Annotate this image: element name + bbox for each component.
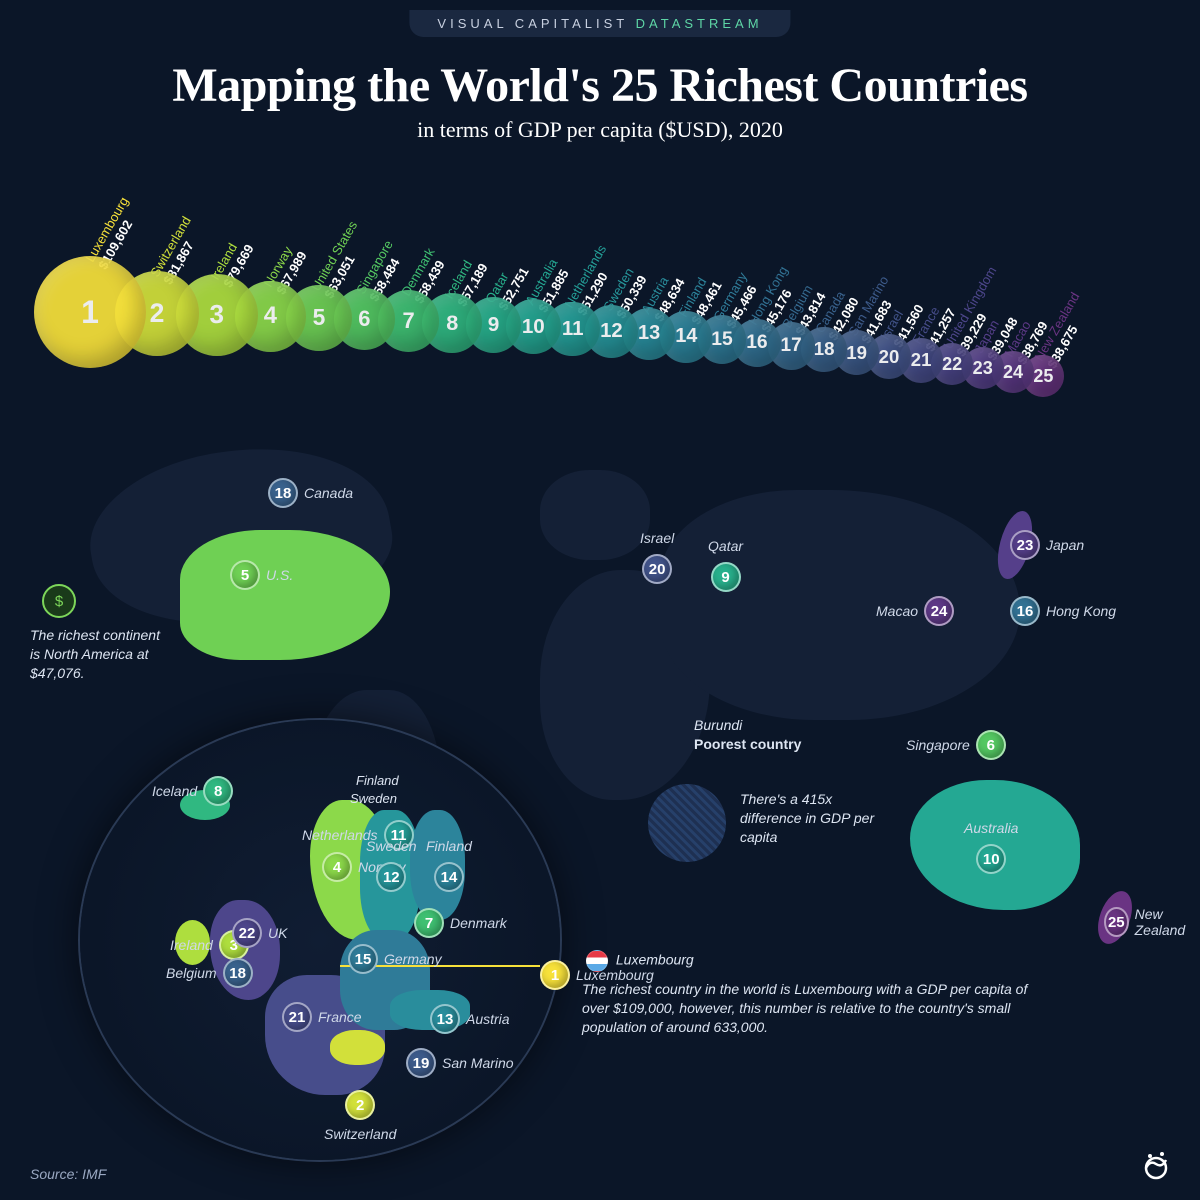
map-badge-name: U.S. [266,567,293,583]
map-badge: 1 Luxembourg [540,960,654,990]
map-badge-rank: 4 [322,852,352,882]
map-badge-rank: 6 [976,730,1006,760]
burundi-sub: Poorest country [694,736,801,752]
map-badge-rank: 14 [434,862,464,892]
map-badge-rank: 20 [642,554,672,584]
map-badge: 18 Canada [268,478,353,508]
map-badge-name: Denmark [450,915,507,931]
map-badge-rank: 2 [345,1090,375,1120]
map-badge-rank: 9 [711,562,741,592]
map-badge-rank: 24 [924,596,954,626]
inset-switz [330,1030,385,1065]
map-badge: 9 Qatar [708,538,743,592]
brand-pill: VISUAL CAPITALIST DATASTREAM [409,10,790,37]
map-badge-rank: 19 [406,1048,436,1078]
burundi-circle [648,784,726,862]
map-badge: 10 Australia [964,820,1018,874]
label-sweden: Sweden [350,790,397,808]
map-badge-name: Israel [640,530,674,546]
map-badge-rank: 10 [976,844,1006,874]
map-badge-rank: 13 [430,1004,460,1034]
map-badge-name: Macao [876,603,918,619]
map-badge-name: Finland [426,838,472,854]
map-badge: 16 Hong Kong [1010,596,1116,626]
map-badge: 14 Finland [426,838,472,892]
map-badge-rank: 25 [1104,907,1129,937]
landmass-as [660,490,1020,720]
map-badge-rank: 18 [268,478,298,508]
title-block: Mapping the World's 25 Richest Countries… [0,58,1200,143]
map-badge: Macao 24 [876,596,954,626]
map-badge-name: San Marino [442,1055,514,1071]
source-text: Source: IMF [30,1166,106,1182]
brand-b: DATASTREAM [636,16,763,31]
map-badge: 23 Japan [1010,530,1084,560]
map-badge-rank: 5 [230,560,260,590]
map-badge-name: New Zealand [1135,906,1200,938]
landmass-eu [540,470,650,560]
map-badge: 7 Denmark [414,908,507,938]
map-badge-name: Ireland [170,937,213,953]
map-badge-name: Luxembourg [576,967,654,983]
map-badge: 13 Austria [430,1004,510,1034]
main-title: Mapping the World's 25 Richest Countries [0,58,1200,113]
money-icon: $ [42,584,76,618]
map-badge-name: Japan [1046,537,1084,553]
map-badge: 25New Zealand [1104,906,1200,938]
map-badge: Singapore 6 [906,730,1006,760]
map-badge-name: Canada [304,485,353,501]
rank-bubble: 1 [34,256,146,368]
map-badge-rank: 12 [376,862,406,892]
map-badge: Iceland 8 [152,776,233,806]
map-badge: 22 UK [232,918,287,948]
map-badge-name: France [318,1009,362,1025]
map-badge-name: Austria [466,1011,510,1027]
map-badge-rank: 23 [1010,530,1040,560]
map-badge-rank: 8 [203,776,233,806]
map-badge: 15 Germany [348,944,442,974]
brand-a: VISUAL CAPITALIST [437,16,628,31]
map-badge: 21 France [282,1002,362,1032]
map-badge: 20 Israel [640,530,674,584]
map-badge-rank: 7 [414,908,444,938]
map-badge-name: UK [268,925,287,941]
vc-logo-icon [1138,1146,1174,1182]
map-badge-name: Singapore [906,737,970,753]
map-badge-rank: 15 [348,944,378,974]
map-badge: 12 Sweden [366,838,417,892]
subtitle: in terms of GDP per capita ($USD), 2020 [0,117,1200,143]
map-badge-rank: 1 [540,960,570,990]
landmass-us [180,530,390,660]
burundi-name: Burundi [694,717,742,733]
map-badge: 5 U.S. [230,560,293,590]
callout-north-america: The richest continent is North America a… [30,626,160,683]
map-badge-name: Belgium [166,965,217,981]
map-badge-rank: 22 [232,918,262,948]
map-badge-rank: 21 [282,1002,312,1032]
map-badge-rank: 16 [1010,596,1040,626]
map-badge: 19 San Marino [406,1048,514,1078]
map-badge-name: Australia [964,820,1018,836]
callout-difference: There's a 415x difference in GDP per cap… [740,790,890,847]
map-badge-name: Iceland [152,783,197,799]
label-finland: Finland [356,772,399,790]
ranking-bubble-row: 1Luxembourg$109,6022Switzerland$81,8673I… [0,162,1200,432]
map-badge-name: Hong Kong [1046,603,1116,619]
map-badge-name: Switzerland [324,1126,396,1142]
map-badge: 2 Switzerland [324,1090,396,1142]
map-badge-name: Qatar [708,538,743,554]
map-badge-name: Germany [384,951,442,967]
map-badge-name: Sweden [366,838,417,854]
callout-burundi: Burundi Poorest country [694,716,824,754]
map-badge-rank: 18 [223,958,253,988]
map-badge: Belgium 18 [166,958,253,988]
